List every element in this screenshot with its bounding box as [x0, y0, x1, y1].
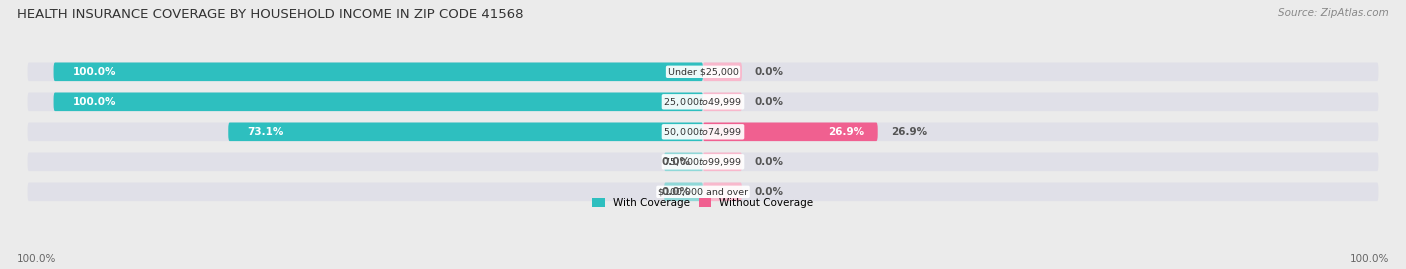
Text: 26.9%: 26.9%	[828, 127, 865, 137]
Text: 0.0%: 0.0%	[661, 157, 690, 167]
FancyBboxPatch shape	[28, 122, 1378, 141]
FancyBboxPatch shape	[28, 153, 1378, 171]
FancyBboxPatch shape	[703, 153, 742, 171]
Legend: With Coverage, Without Coverage: With Coverage, Without Coverage	[588, 194, 818, 213]
FancyBboxPatch shape	[28, 62, 1378, 81]
FancyBboxPatch shape	[703, 122, 877, 141]
FancyBboxPatch shape	[53, 62, 703, 81]
Text: 0.0%: 0.0%	[661, 187, 690, 197]
Text: 100.0%: 100.0%	[73, 97, 117, 107]
Text: $75,000 to $99,999: $75,000 to $99,999	[664, 156, 742, 168]
Text: HEALTH INSURANCE COVERAGE BY HOUSEHOLD INCOME IN ZIP CODE 41568: HEALTH INSURANCE COVERAGE BY HOUSEHOLD I…	[17, 8, 523, 21]
FancyBboxPatch shape	[703, 62, 742, 81]
FancyBboxPatch shape	[28, 182, 1378, 201]
FancyBboxPatch shape	[664, 182, 703, 201]
Text: 73.1%: 73.1%	[247, 127, 284, 137]
Text: $100,000 and over: $100,000 and over	[658, 187, 748, 196]
Text: 26.9%: 26.9%	[890, 127, 927, 137]
Text: Under $25,000: Under $25,000	[668, 67, 738, 76]
Text: 0.0%: 0.0%	[755, 97, 785, 107]
Text: 0.0%: 0.0%	[755, 187, 785, 197]
Text: 100.0%: 100.0%	[1350, 254, 1389, 264]
FancyBboxPatch shape	[703, 182, 742, 201]
Text: 0.0%: 0.0%	[755, 67, 785, 77]
FancyBboxPatch shape	[228, 122, 703, 141]
FancyBboxPatch shape	[664, 153, 703, 171]
Text: 0.0%: 0.0%	[755, 157, 785, 167]
FancyBboxPatch shape	[28, 93, 1378, 111]
Text: 100.0%: 100.0%	[17, 254, 56, 264]
FancyBboxPatch shape	[53, 93, 703, 111]
FancyBboxPatch shape	[703, 93, 742, 111]
Text: $25,000 to $49,999: $25,000 to $49,999	[664, 96, 742, 108]
Text: $50,000 to $74,999: $50,000 to $74,999	[664, 126, 742, 138]
Text: Source: ZipAtlas.com: Source: ZipAtlas.com	[1278, 8, 1389, 18]
Text: 100.0%: 100.0%	[73, 67, 117, 77]
